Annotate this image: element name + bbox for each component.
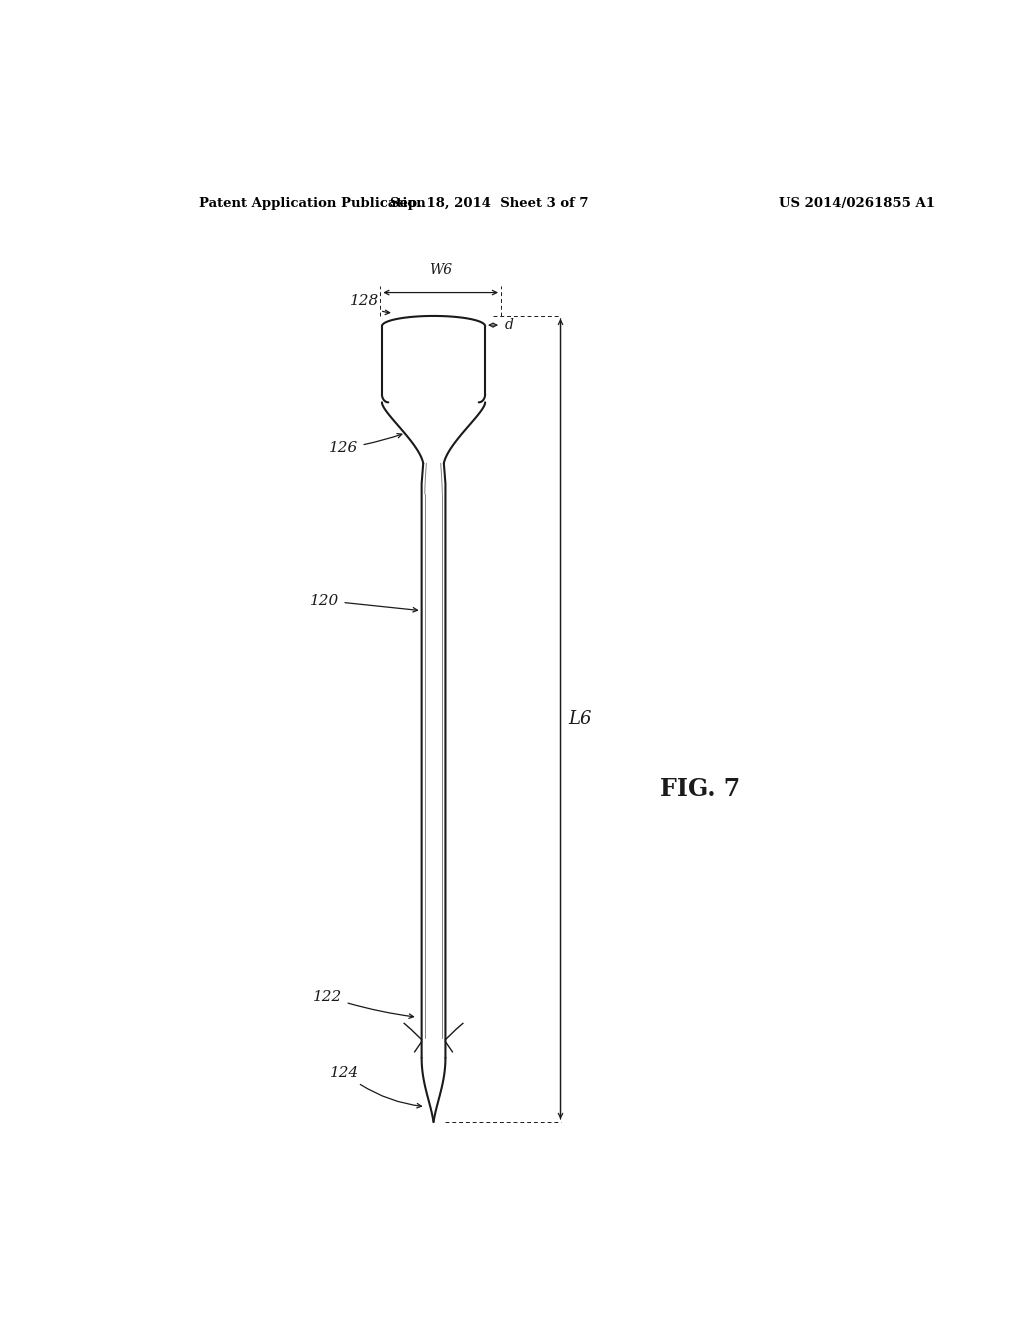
Text: L6: L6 (568, 710, 592, 727)
Text: Sep. 18, 2014  Sheet 3 of 7: Sep. 18, 2014 Sheet 3 of 7 (390, 197, 589, 210)
Text: 124: 124 (330, 1067, 422, 1107)
Text: 120: 120 (310, 594, 418, 612)
Text: Patent Application Publication: Patent Application Publication (200, 197, 426, 210)
Text: W6: W6 (429, 263, 453, 277)
Text: 126: 126 (330, 433, 401, 455)
Text: 128: 128 (350, 293, 390, 314)
Text: US 2014/0261855 A1: US 2014/0261855 A1 (778, 197, 935, 210)
Text: FIG. 7: FIG. 7 (659, 776, 740, 800)
Text: 122: 122 (313, 990, 414, 1018)
Text: d: d (505, 318, 514, 333)
